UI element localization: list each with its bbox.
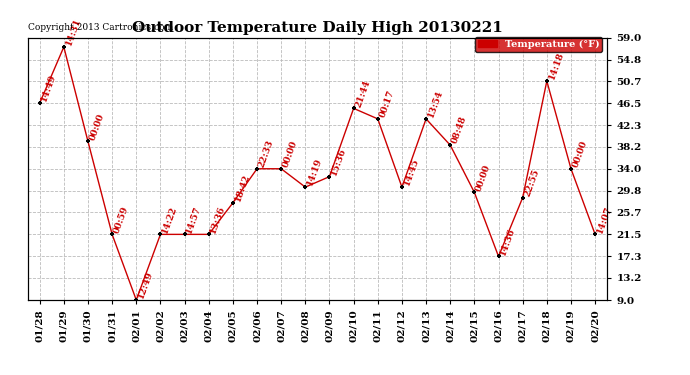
Point	[373, 116, 384, 122]
Text: 14:49: 14:49	[39, 73, 58, 103]
Text: 14:18: 14:18	[546, 51, 565, 81]
Text: 00:00: 00:00	[282, 140, 299, 169]
Text: 22:55: 22:55	[523, 168, 541, 198]
Point	[420, 116, 432, 122]
Point	[58, 44, 69, 50]
Point	[179, 231, 190, 237]
Text: 14:45: 14:45	[402, 157, 420, 187]
Text: 14:31: 14:31	[63, 17, 82, 47]
Point	[565, 166, 576, 172]
Legend: Temperature (°F): Temperature (°F)	[475, 37, 602, 52]
Point	[324, 174, 335, 180]
Point	[228, 200, 239, 206]
Text: Copyright 2013 Cartronics.com: Copyright 2013 Cartronics.com	[28, 23, 173, 32]
Point	[589, 231, 600, 237]
Point	[299, 184, 310, 190]
Point	[106, 231, 117, 237]
Text: 14:22: 14:22	[160, 204, 179, 234]
Point	[396, 184, 407, 190]
Text: 00:00: 00:00	[571, 140, 589, 169]
Text: 18:42: 18:42	[233, 173, 251, 203]
Point	[130, 297, 142, 303]
Text: 15:36: 15:36	[330, 146, 348, 177]
Text: 00:59: 00:59	[112, 205, 130, 234]
Text: 22:33: 22:33	[257, 139, 275, 169]
Point	[469, 189, 480, 195]
Point	[34, 100, 46, 106]
Point	[348, 105, 359, 111]
Text: 08:48: 08:48	[450, 115, 469, 145]
Point	[276, 166, 287, 172]
Point	[444, 142, 455, 148]
Text: 14:36: 14:36	[498, 226, 517, 256]
Text: 00:00: 00:00	[88, 112, 106, 141]
Text: 21:44: 21:44	[353, 78, 372, 108]
Text: 13:54: 13:54	[426, 89, 444, 119]
Point	[518, 195, 529, 201]
Text: 12:49: 12:49	[136, 270, 155, 300]
Text: 13:36: 13:36	[208, 204, 227, 234]
Point	[251, 166, 262, 172]
Point	[493, 254, 504, 260]
Text: 14:57: 14:57	[184, 204, 203, 234]
Text: 14:19: 14:19	[305, 157, 324, 187]
Point	[83, 138, 94, 144]
Text: 00:00: 00:00	[475, 163, 493, 192]
Text: 14:07: 14:07	[595, 204, 613, 234]
Point	[155, 231, 166, 237]
Text: 00:17: 00:17	[378, 89, 396, 119]
Point	[203, 231, 214, 237]
Title: Outdoor Temperature Daily High 20130221: Outdoor Temperature Daily High 20130221	[132, 21, 503, 35]
Point	[541, 78, 552, 84]
